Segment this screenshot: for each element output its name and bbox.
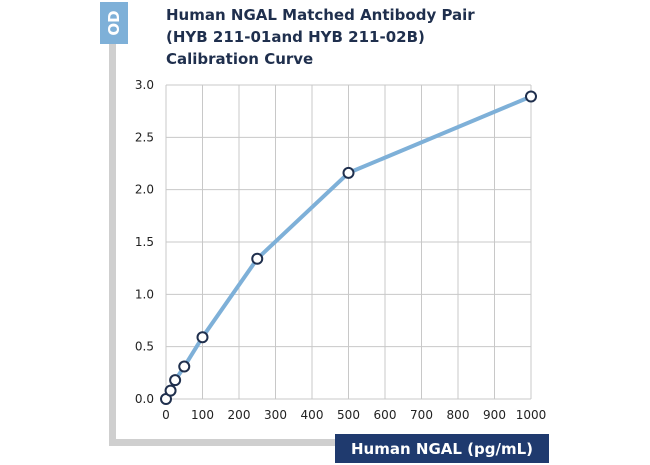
y-axis-badge-box	[100, 2, 128, 44]
y-tick-labels: 0.0 0.5 1.0 1.5 2.0 2.5 3.0	[135, 78, 154, 406]
y-tick-label: 2.5	[135, 130, 154, 144]
y-tick-label: 2.0	[135, 183, 154, 197]
data-point	[342, 166, 355, 179]
x-axis-badge: Human NGAL (pg/mL)	[335, 434, 549, 463]
frame-left-bar	[109, 41, 116, 446]
y-tick-label: 0.0	[135, 392, 154, 406]
y-axis-label: OD	[105, 10, 123, 35]
x-tick-label: 600	[374, 408, 397, 422]
title-line-1: Human NGAL Matched Antibody Pair	[166, 6, 475, 24]
x-tick-label: 1000	[516, 408, 547, 422]
data-point	[251, 252, 264, 265]
data-point	[169, 374, 182, 387]
x-tick-label: 400	[301, 408, 324, 422]
title-line-2: (HYB 211-01and HYB 211-02B)	[166, 28, 425, 46]
frame-bottom-bar	[109, 439, 349, 446]
x-tick-label: 800	[447, 408, 470, 422]
x-tick-labels: 0 100 200 300 400 500 600 700 800 900 1000	[162, 408, 546, 422]
data-point	[525, 90, 537, 103]
x-tick-label: 500	[337, 408, 360, 422]
chart-title: Human NGAL Matched Antibody Pair (HYB 21…	[166, 6, 475, 68]
x-tick-label: 700	[410, 408, 433, 422]
data-point	[196, 331, 209, 344]
y-tick-label: 3.0	[135, 78, 154, 92]
y-tick-label: 1.5	[135, 235, 154, 249]
x-tick-label: 300	[264, 408, 287, 422]
y-axis-badge: OD	[100, 2, 128, 44]
axis-frame	[109, 41, 349, 446]
data-point	[164, 384, 177, 397]
x-axis-badge-box	[335, 434, 549, 463]
y-tick-label: 1.0	[135, 287, 154, 301]
title-line-3: Calibration Curve	[166, 50, 313, 68]
x-tick-label: 0	[162, 408, 170, 422]
x-axis-label: Human NGAL (pg/mL)	[351, 440, 533, 458]
series-group	[160, 90, 537, 405]
x-tick-label: 100	[191, 408, 214, 422]
x-tick-label: 200	[228, 408, 251, 422]
grid	[165, 84, 532, 400]
x-tick-label: 900	[483, 408, 506, 422]
data-point	[178, 360, 191, 373]
y-tick-label: 0.5	[135, 340, 154, 354]
